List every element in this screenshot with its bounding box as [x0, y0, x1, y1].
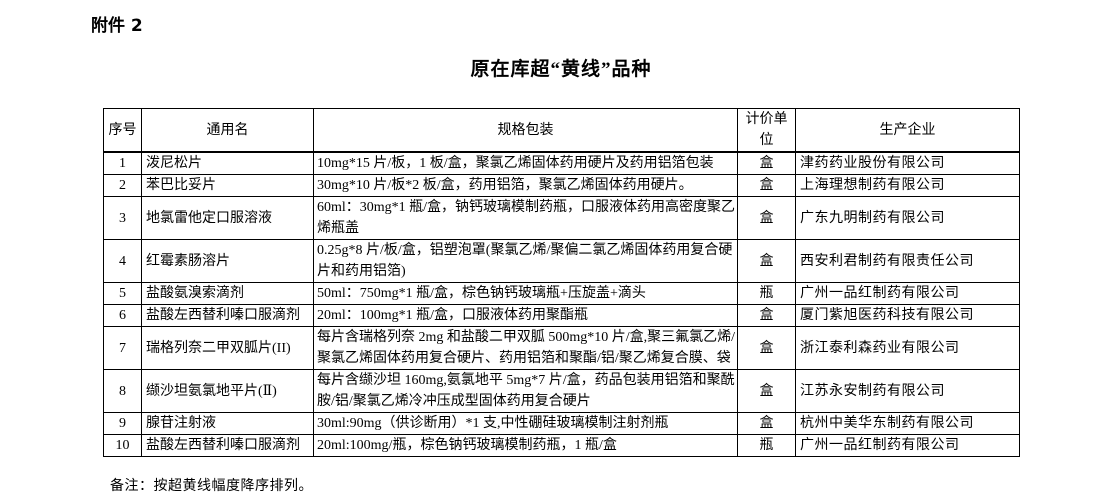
cell-generic-name: 苯巴比妥片 — [141, 174, 314, 197]
cell-spec: 50ml：750mg*1 瓶/盒，棕色钠钙玻璃瓶+压旋盖+滴头 — [313, 282, 738, 305]
cell-spec: 20ml：100mg*1 瓶/盒，口服液体药用聚酯瓶 — [313, 304, 738, 327]
table-header-row: 序号 通用名 规格包装 计价单位 生产企业 — [103, 108, 1020, 153]
table-row: 9 腺苷注射液 30ml:90mg（供诊断用）*1 支,中性硼硅玻璃模制注射剂瓶… — [103, 412, 1020, 435]
cell-no: 2 — [103, 174, 142, 197]
cell-unit: 盒 — [737, 326, 796, 370]
cell-unit: 盒 — [737, 304, 796, 327]
cell-unit: 盒 — [737, 369, 796, 413]
cell-manufacturer: 江苏永安制药有限公司 — [795, 369, 1020, 413]
cell-no: 1 — [103, 151, 142, 175]
cell-manufacturer: 浙江泰利森药业有限公司 — [795, 326, 1020, 370]
cell-spec: 每片含瑞格列奈 2mg 和盐酸二甲双胍 500mg*10 片/盒,聚三氟氯乙烯/… — [313, 326, 738, 370]
page-title: 原在库超“黄线”品种 — [470, 59, 652, 80]
footer-note: 备注：按超黄线幅度降序排列。 — [110, 479, 313, 494]
cell-generic-name: 盐酸左西替利嗪口服滴剂 — [141, 434, 314, 457]
table-row: 7 瑞格列奈二甲双胍片(II) 每片含瑞格列奈 2mg 和盐酸二甲双胍 500m… — [103, 326, 1020, 370]
header-manufacturer: 生产企业 — [795, 108, 1020, 153]
table-row: 6 盐酸左西替利嗪口服滴剂 20ml：100mg*1 瓶/盒，口服液体药用聚酯瓶… — [103, 304, 1020, 327]
table-body: 1 泼尼松片 10mg*15 片/板，1 板/盒，聚氯乙烯固体药用硬片及药用铝箔… — [103, 151, 1020, 457]
cell-no: 9 — [103, 412, 142, 435]
cell-manufacturer: 广东九明制药有限公司 — [795, 196, 1020, 240]
cell-manufacturer: 厦门紫旭医药科技有限公司 — [795, 304, 1020, 327]
cell-spec: 30mg*10 片/板*2 板/盒，药用铝箔，聚氯乙烯固体药用硬片。 — [313, 174, 738, 197]
cell-no: 4 — [103, 239, 142, 283]
table-header: 序号 通用名 规格包装 计价单位 生产企业 — [103, 108, 1020, 153]
cell-manufacturer: 西安利君制药有限责任公司 — [795, 239, 1020, 283]
cell-unit: 盒 — [737, 412, 796, 435]
cell-no: 3 — [103, 196, 142, 240]
cell-unit: 盒 — [737, 151, 796, 175]
table-row: 2 苯巴比妥片 30mg*10 片/板*2 板/盒，药用铝箔，聚氯乙烯固体药用硬… — [103, 174, 1020, 197]
cell-no: 7 — [103, 326, 142, 370]
header-unit: 计价单位 — [737, 108, 796, 153]
drug-table: 序号 通用名 规格包装 计价单位 生产企业 1 泼尼松片 10mg*15 片/板… — [103, 108, 1020, 457]
cell-generic-name: 地氯雷他定口服溶液 — [141, 196, 314, 240]
cell-manufacturer: 上海理想制药有限公司 — [795, 174, 1020, 197]
cell-generic-name: 红霉素肠溶片 — [141, 239, 314, 283]
cell-spec: 30ml:90mg（供诊断用）*1 支,中性硼硅玻璃模制注射剂瓶 — [313, 412, 738, 435]
cell-unit: 瓶 — [737, 434, 796, 457]
cell-no: 10 — [103, 434, 142, 457]
cell-unit: 盒 — [737, 196, 796, 240]
header-generic-name: 通用名 — [141, 108, 314, 153]
cell-generic-name: 缬沙坦氨氯地平片(Ⅱ) — [141, 369, 314, 413]
cell-no: 8 — [103, 369, 142, 413]
table-row: 8 缬沙坦氨氯地平片(Ⅱ) 每片含缬沙坦 160mg,氨氯地平 5mg*7 片/… — [103, 369, 1020, 413]
header-spec: 规格包装 — [313, 108, 738, 153]
table-row: 5 盐酸氨溴索滴剂 50ml：750mg*1 瓶/盒，棕色钠钙玻璃瓶+压旋盖+滴… — [103, 282, 1020, 305]
cell-spec: 10mg*15 片/板，1 板/盒，聚氯乙烯固体药用硬片及药用铝箔包装 — [313, 151, 738, 175]
cell-generic-name: 盐酸左西替利嗪口服滴剂 — [141, 304, 314, 327]
cell-spec: 60ml：30mg*1 瓶/盒，钠钙玻璃模制药瓶，口服液体药用高密度聚乙烯瓶盖 — [313, 196, 738, 240]
cell-generic-name: 泼尼松片 — [141, 151, 314, 175]
table-row: 10 盐酸左西替利嗪口服滴剂 20ml:100mg/瓶，棕色钠钙玻璃模制药瓶，1… — [103, 434, 1020, 457]
cell-generic-name: 瑞格列奈二甲双胍片(II) — [141, 326, 314, 370]
cell-no: 6 — [103, 304, 142, 327]
table-row: 1 泼尼松片 10mg*15 片/板，1 板/盒，聚氯乙烯固体药用硬片及药用铝箔… — [103, 151, 1020, 175]
cell-no: 5 — [103, 282, 142, 305]
cell-manufacturer: 杭州中美华东制药有限公司 — [795, 412, 1020, 435]
table-row: 4 红霉素肠溶片 0.25g*8 片/板/盒，铝塑泡罩(聚氯乙烯/聚偏二氯乙烯固… — [103, 239, 1020, 283]
cell-unit: 盒 — [737, 174, 796, 197]
attachment-label: 附件 2 — [91, 16, 143, 36]
cell-spec: 0.25g*8 片/板/盒，铝塑泡罩(聚氯乙烯/聚偏二氯乙烯固体药用复合硬片和药… — [313, 239, 738, 283]
cell-spec: 每片含缬沙坦 160mg,氨氯地平 5mg*7 片/盒，药品包装用铝箔和聚酰胺/… — [313, 369, 738, 413]
cell-generic-name: 腺苷注射液 — [141, 412, 314, 435]
table-row: 3 地氯雷他定口服溶液 60ml：30mg*1 瓶/盒，钠钙玻璃模制药瓶，口服液… — [103, 196, 1020, 240]
cell-manufacturer: 广州一品红制药有限公司 — [795, 434, 1020, 457]
cell-manufacturer: 广州一品红制药有限公司 — [795, 282, 1020, 305]
cell-unit: 瓶 — [737, 282, 796, 305]
cell-unit: 盒 — [737, 239, 796, 283]
cell-generic-name: 盐酸氨溴索滴剂 — [141, 282, 314, 305]
header-no: 序号 — [103, 108, 142, 153]
cell-spec: 20ml:100mg/瓶，棕色钠钙玻璃模制药瓶，1 瓶/盒 — [313, 434, 738, 457]
cell-manufacturer: 津药药业股份有限公司 — [795, 151, 1020, 175]
